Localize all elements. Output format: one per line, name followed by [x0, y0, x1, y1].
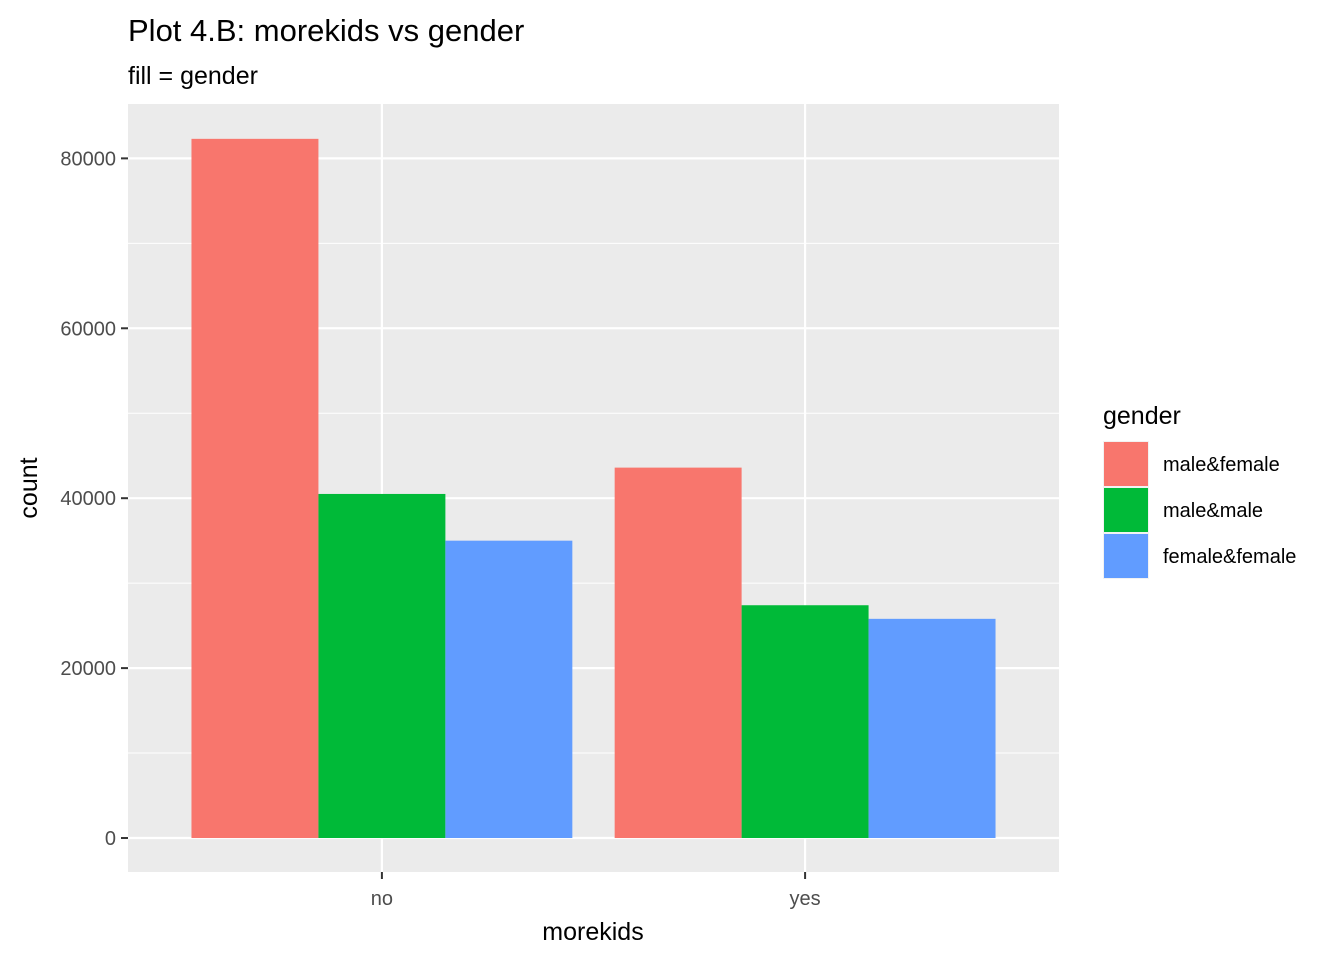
x-axis: no yes: [371, 872, 821, 910]
legend-key-swatch: [1104, 488, 1148, 532]
bars: [191, 138, 996, 839]
bar-male-female-yes: [614, 467, 742, 839]
y-tick-label: 0: [105, 828, 116, 850]
y-axis-title: count: [15, 457, 43, 518]
y-axis: 0 20000 40000 60000 80000: [60, 148, 128, 850]
legend-title: gender: [1103, 402, 1181, 430]
bar-male-male-no: [318, 493, 446, 839]
legend: gender male&female male&male female&female: [1103, 402, 1296, 579]
bar-female-female-no: [445, 540, 573, 839]
x-tick-label: no: [371, 888, 393, 910]
y-tick-label: 80000: [60, 148, 116, 170]
y-tick-label: 20000: [60, 658, 116, 680]
chart-subtitle: fill = gender: [128, 62, 258, 90]
legend-label: male&female: [1163, 454, 1280, 476]
legend-label: female&female: [1163, 546, 1296, 568]
bar-male-male-yes: [741, 605, 869, 839]
y-tick-label: 60000: [60, 318, 116, 340]
legend-key-swatch: [1104, 534, 1148, 578]
bar-male-female-no: [191, 138, 319, 839]
x-axis-title: morekids: [542, 918, 643, 946]
x-tick-label: yes: [790, 888, 821, 910]
y-tick-label: 40000: [60, 488, 116, 510]
legend-key-swatch: [1104, 442, 1148, 486]
bar-female-female-yes: [868, 618, 996, 839]
legend-label: male&male: [1163, 500, 1263, 522]
chart-title: Plot 4.B: morekids vs gender: [128, 13, 524, 48]
